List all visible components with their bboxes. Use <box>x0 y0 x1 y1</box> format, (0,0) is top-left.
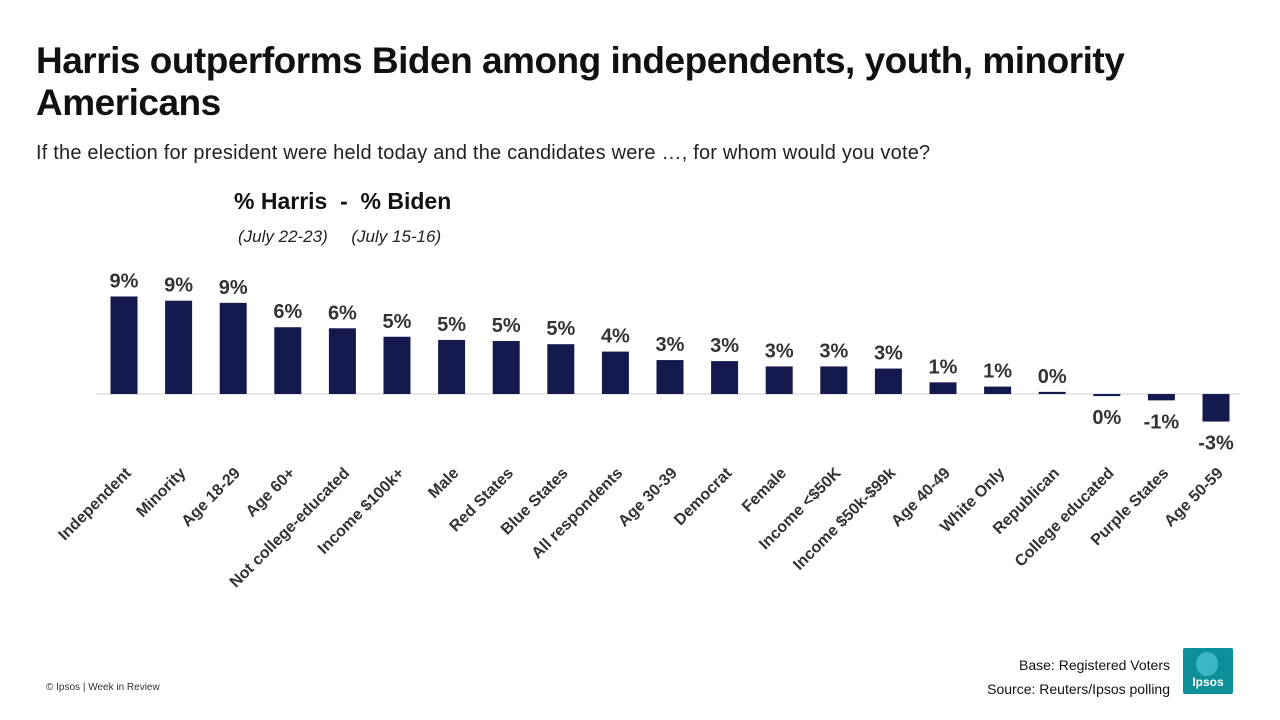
legend-dates: (July 22-23) (July 15-16) <box>238 227 442 246</box>
data-label: 5% <box>437 314 466 336</box>
category-label: College educated <box>1012 465 1118 571</box>
category-label: Age 60+ <box>243 465 299 521</box>
data-label: 3% <box>874 343 903 365</box>
bar <box>1093 394 1121 397</box>
bar <box>165 300 193 394</box>
category-label: Age 30-39 <box>615 465 681 531</box>
bar <box>383 336 411 394</box>
data-label: 6% <box>328 302 357 324</box>
data-label: 1% <box>983 361 1012 383</box>
data-label: 5% <box>383 311 412 333</box>
category-label: Minority <box>133 465 189 521</box>
data-label: -3% <box>1198 433 1234 455</box>
data-label: 0% <box>1038 366 1067 388</box>
bar <box>601 351 629 394</box>
bar <box>874 368 902 394</box>
legend-label: % Harris - % Biden <box>234 188 452 214</box>
bar <box>328 328 356 394</box>
category-label: Female <box>739 465 790 516</box>
data-label: 9% <box>219 277 248 299</box>
base-note: Base: Registered Voters <box>1019 657 1170 673</box>
bar <box>274 327 302 394</box>
bar <box>820 366 848 394</box>
data-label: 3% <box>765 340 794 362</box>
bar <box>492 341 520 394</box>
bar <box>1038 391 1066 394</box>
data-label: -1% <box>1144 411 1180 433</box>
data-label: 9% <box>110 270 139 292</box>
logo-mark-icon <box>1196 652 1218 676</box>
bar <box>438 339 466 394</box>
logo-text: Ipsos <box>1192 675 1224 689</box>
data-label: 3% <box>819 340 848 362</box>
category-label: Age 18-29 <box>179 465 245 531</box>
data-label: 3% <box>656 334 685 356</box>
data-label: 0% <box>1092 407 1121 429</box>
bar <box>765 366 793 394</box>
category-label: Age 50-59 <box>1161 465 1227 531</box>
bar <box>1202 394 1230 422</box>
ipsos-logo: Ipsos <box>1183 648 1233 694</box>
data-label: 1% <box>929 356 958 378</box>
data-label: 6% <box>273 301 302 323</box>
bar <box>711 361 739 394</box>
category-label: Male <box>425 465 462 502</box>
bar <box>219 302 247 394</box>
category-label: All respondents <box>529 465 627 563</box>
data-label: 5% <box>546 318 575 340</box>
category-label: Independent <box>56 464 136 544</box>
data-label: 5% <box>492 315 521 337</box>
data-label: 3% <box>710 335 739 357</box>
source-note: Source: Reuters/Ipsos polling <box>987 681 1170 697</box>
bar-chart: 9% Independent 9% Minority 9% Age 18-29 6% Age … <box>56 270 1240 591</box>
bar <box>1147 394 1175 401</box>
bar <box>929 382 957 394</box>
chart-subtitle: If the election for president were held … <box>36 142 931 164</box>
data-label: 4% <box>601 326 630 348</box>
chart-title: Harris outperforms Biden among independe… <box>36 40 1125 123</box>
bar <box>984 386 1012 394</box>
category-label: Democrat <box>671 464 736 529</box>
data-label: 9% <box>164 275 193 297</box>
copyright-text: © Ipsos | Week in Review <box>46 682 160 693</box>
bar <box>110 296 138 394</box>
bar <box>547 344 575 394</box>
bar <box>656 360 684 394</box>
category-label: Income $50k-$99k <box>790 465 899 574</box>
